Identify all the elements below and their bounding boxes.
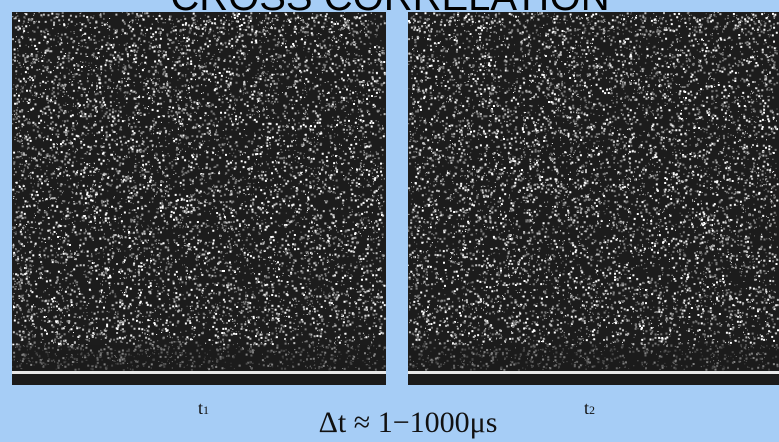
- laser-line: [408, 371, 779, 374]
- particles: [12, 12, 386, 371]
- laser-line: [12, 371, 386, 374]
- particle-image-2: [408, 12, 779, 385]
- time-delay-formula: Δt ≈ 1−1000μs: [319, 406, 498, 439]
- shadow: [12, 345, 386, 385]
- particles: [408, 12, 779, 371]
- label-base: t: [198, 398, 203, 418]
- particles: [408, 12, 779, 371]
- particle-image-1: [12, 12, 386, 385]
- shadow: [408, 345, 779, 385]
- label-base: t: [584, 398, 589, 418]
- time-label-1: t1: [198, 398, 209, 418]
- label-sub: 2: [589, 403, 595, 417]
- particles: [12, 12, 385, 371]
- label-sub: 1: [203, 403, 209, 417]
- time-label-2: t2: [584, 398, 595, 418]
